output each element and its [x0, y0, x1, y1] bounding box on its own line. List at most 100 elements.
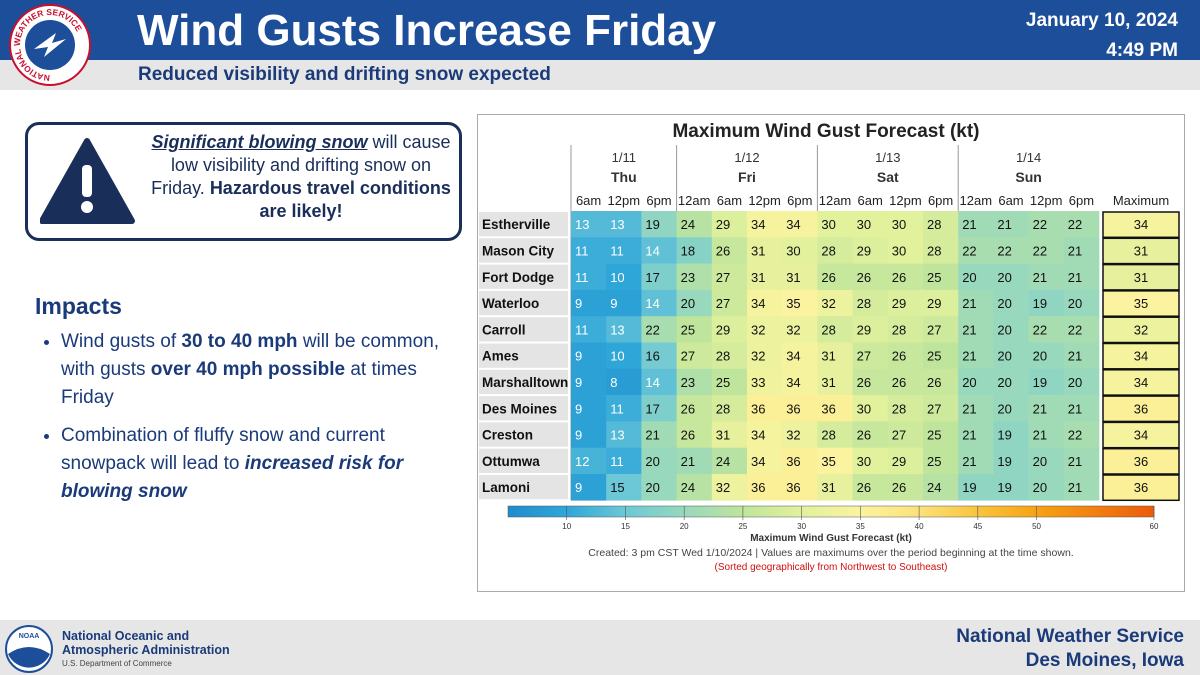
- issued-time: 4:49 PM: [1106, 40, 1178, 61]
- max-cell: [1102, 316, 1180, 344]
- impacts: Impacts Wind gusts of 30 to 40 mph will …: [35, 292, 455, 516]
- gust-cell: [606, 342, 642, 370]
- gust-cell: [817, 474, 853, 501]
- gust-value: 31: [821, 349, 835, 364]
- gust-cell: [1063, 395, 1100, 422]
- gust-cell: [923, 447, 959, 475]
- gust-cell: [641, 289, 677, 317]
- gust-value: 36: [786, 480, 800, 495]
- gust-cell: [606, 289, 642, 317]
- agency: National Oceanic and Atmospheric Administ…: [62, 629, 230, 671]
- gust-value: 29: [716, 322, 730, 337]
- time-label: 12pm: [748, 193, 781, 208]
- gust-value: 36: [751, 480, 765, 495]
- gust-value: 34: [751, 296, 765, 311]
- time-label: 12pm: [1030, 193, 1063, 208]
- gust-cell: [571, 447, 607, 475]
- gust-value: 31: [786, 270, 800, 285]
- text: at times Friday: [61, 359, 417, 408]
- gust-cell: [958, 447, 994, 475]
- gust-cell: [606, 211, 642, 238]
- warning-text: Significant blowing snow will cause low …: [146, 131, 456, 223]
- colorbar-tick-label: 25: [738, 522, 747, 531]
- gust-value: 22: [962, 243, 976, 258]
- gust-cell: [571, 211, 607, 238]
- gust-cell: [747, 447, 783, 475]
- max-value: 31: [1134, 243, 1148, 258]
- gust-cell: [571, 289, 607, 317]
- gust-value: 26: [857, 428, 871, 443]
- gust-cell: [887, 447, 924, 475]
- gust-cell: [993, 342, 1029, 370]
- gust-value: 28: [857, 296, 871, 311]
- colorbar: [507, 505, 1155, 518]
- location-name: Ames: [482, 349, 519, 364]
- time-label: 12pm: [889, 193, 922, 208]
- gust-value: 20: [997, 270, 1011, 285]
- gust-value: 30: [786, 243, 800, 258]
- gust-cell: [852, 474, 889, 501]
- gust-cell: [1028, 395, 1065, 422]
- gust-cell: [923, 474, 959, 501]
- gust-cell: [606, 447, 642, 475]
- gust-cell: [958, 211, 994, 238]
- gust-value: 22: [1068, 217, 1082, 232]
- gust-value: 12: [575, 454, 589, 469]
- department: U.S. Department of Commerce: [62, 659, 172, 668]
- gust-value: 31: [716, 428, 730, 443]
- time-label: 6am: [858, 193, 883, 208]
- max-cell: [1102, 421, 1180, 449]
- day-date: 1/14: [1016, 150, 1041, 165]
- gust-value: 30: [857, 454, 871, 469]
- gust-value: 22: [1033, 217, 1047, 232]
- gust-cell: [711, 237, 748, 264]
- gust-cell: [958, 474, 994, 501]
- gust-cell: [782, 421, 818, 448]
- gust-value: 19: [1033, 296, 1047, 311]
- gust-value: 30: [857, 401, 871, 416]
- gust-cell: [676, 289, 713, 317]
- gust-cell: [993, 421, 1029, 448]
- gust-cell: [923, 289, 959, 317]
- gust-cell: [676, 368, 713, 396]
- gust-cell: [852, 342, 889, 370]
- impacts-list: Wind gusts of 30 to 40 mph will be commo…: [35, 328, 455, 506]
- gust-cell: [1028, 263, 1065, 291]
- gust-cell: [606, 421, 642, 448]
- gust-cell: [711, 447, 748, 475]
- gust-value: 19: [1033, 375, 1047, 390]
- gust-value: 10: [610, 270, 624, 285]
- gust-cell: [782, 447, 818, 475]
- gust-value: 26: [681, 401, 695, 416]
- gust-value: 21: [1068, 243, 1082, 258]
- gust-value: 27: [681, 349, 695, 364]
- gust-value: 9: [575, 296, 582, 311]
- gust-cell: [711, 395, 748, 422]
- gust-value: 23: [681, 270, 695, 285]
- impact-item: Combination of fluffy snow and current s…: [61, 422, 455, 506]
- gust-cell: [676, 211, 713, 238]
- gust-value: 11: [610, 454, 624, 469]
- gust-value: 13: [610, 217, 624, 232]
- gust-value: 20: [1033, 349, 1047, 364]
- colorbar-tick-label: 15: [621, 522, 630, 531]
- footer: [0, 620, 1200, 675]
- max-value: 31: [1134, 270, 1148, 285]
- location-name: Carroll: [482, 322, 526, 337]
- gust-value: 20: [1068, 296, 1082, 311]
- gust-cell: [641, 263, 677, 291]
- gust-cell: [1028, 211, 1065, 238]
- location-name: Mason City: [482, 243, 555, 258]
- gust-cell: [817, 342, 853, 370]
- gust-value: 29: [857, 243, 871, 258]
- gust-cell: [923, 421, 959, 448]
- gust-cell: [782, 342, 818, 370]
- gust-cell: [993, 395, 1029, 422]
- gust-value: 27: [892, 428, 906, 443]
- gust-cell: [1028, 316, 1065, 343]
- gust-value: 29: [857, 322, 871, 337]
- time-label: 6am: [717, 193, 742, 208]
- gust-cell: [747, 316, 783, 343]
- gust-cell: [641, 316, 677, 343]
- max-value: 35: [1134, 296, 1148, 311]
